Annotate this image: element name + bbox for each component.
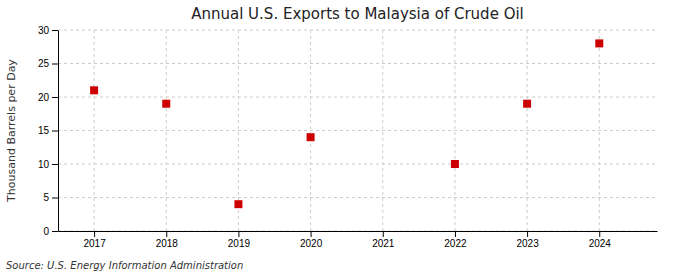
x-tick-mark	[383, 231, 384, 237]
y-grid-line	[58, 164, 657, 165]
title: Annual U.S. Exports to Malaysia of Crude…	[191, 5, 524, 23]
y-tick: 30	[38, 25, 58, 36]
y-tick-mark	[52, 64, 58, 65]
chart: 2017 2018 2019 2020 2021 2022 2023 2024 0 5 10 15 20…	[0, 0, 675, 275]
y-tick-label: 30	[38, 25, 50, 36]
y-tick-label: 15	[38, 125, 50, 136]
y-grid-line	[58, 130, 657, 131]
y-tick: 0	[43, 226, 58, 237]
x-tick: 2019	[228, 231, 251, 249]
x-tick-mark	[238, 231, 239, 237]
y-tick-label: 10	[38, 159, 50, 170]
x-tick-label: 2018	[156, 238, 179, 249]
y-grid-line	[58, 97, 657, 98]
x-tick-label: 2023	[516, 238, 539, 249]
x-tick-label: 2022	[444, 238, 467, 249]
y-tick-mark	[52, 198, 58, 199]
x-tick-label: 2021	[372, 238, 395, 249]
y-tick-label: 5	[43, 192, 49, 203]
y-grid-line	[58, 63, 657, 64]
y-tick-label: 20	[38, 92, 50, 103]
x-tick: 2022	[444, 231, 467, 249]
y-tick-label: 25	[38, 58, 50, 69]
y-tick: 15	[38, 125, 58, 136]
y-tick: 10	[38, 159, 58, 170]
point	[595, 39, 603, 47]
point	[523, 100, 531, 108]
y-tick: 25	[38, 58, 58, 69]
x-tick: 2017	[83, 231, 106, 249]
point	[451, 160, 459, 168]
x-tick-mark	[94, 231, 95, 237]
x-tick-mark	[599, 231, 600, 237]
x-tick-mark	[455, 231, 456, 237]
y-axis-label: Thousand Barrels per Day	[5, 59, 18, 203]
source-note: Source: U.S. Energy Information Administ…	[6, 260, 243, 271]
x-tick-label: 2017	[83, 238, 106, 249]
points	[90, 39, 603, 208]
x-tick-mark	[311, 231, 312, 237]
y-tick-mark	[52, 97, 58, 98]
plot-area: 2017 2018 2019 2020 2021 2022 2023 2024 0 5 10 15 20…	[38, 25, 658, 249]
point	[162, 100, 170, 108]
y-tick-label: 0	[43, 226, 49, 237]
y-grid-line	[58, 197, 657, 198]
y-axis: 0 5 10 15 20 25 30	[38, 25, 59, 237]
x-tick: 2024	[589, 231, 612, 249]
x-tick-label: 2024	[589, 238, 612, 249]
x-tick: 2018	[156, 231, 179, 249]
y-tick: 20	[38, 92, 58, 103]
point	[307, 133, 315, 141]
y-tick-mark	[52, 30, 58, 31]
y-tick: 5	[43, 192, 58, 203]
y-tick-mark	[52, 231, 58, 232]
y-tick-mark	[52, 131, 58, 132]
x-tick-label: 2020	[300, 238, 323, 249]
y-grid-line	[58, 231, 657, 232]
x-tick: 2020	[300, 231, 323, 249]
point	[234, 200, 242, 208]
x-axis-line	[59, 231, 658, 232]
y-axis-line	[58, 31, 59, 232]
grid	[58, 30, 657, 231]
x-axis: 2017 2018 2019 2020 2021 2022 2023 2024	[59, 231, 658, 249]
x-tick: 2021	[372, 231, 395, 249]
x-tick-label: 2019	[228, 238, 251, 249]
x-tick-mark	[166, 231, 167, 237]
x-tick-mark	[527, 231, 528, 237]
y-grid-line	[58, 30, 657, 31]
point	[90, 86, 98, 94]
x-tick: 2023	[516, 231, 539, 249]
y-tick-mark	[52, 164, 58, 165]
